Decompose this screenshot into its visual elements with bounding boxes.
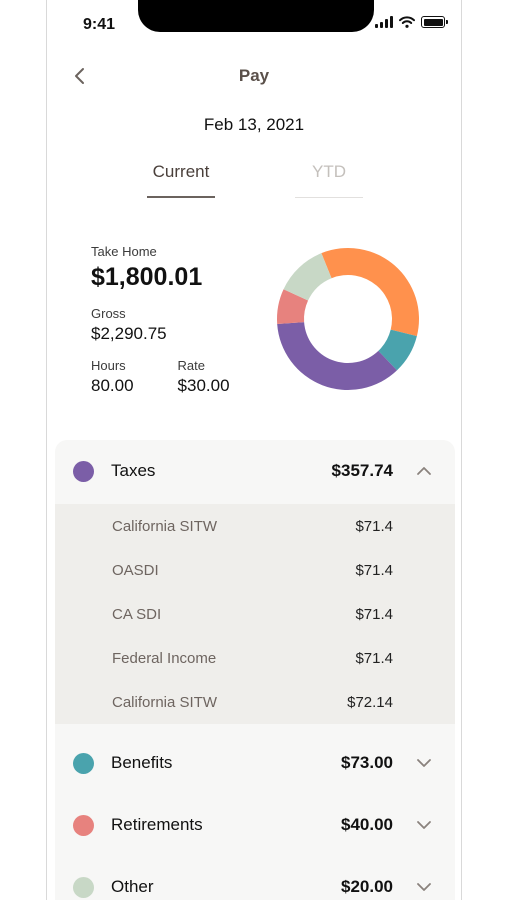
line-item-label: Federal Income <box>112 649 217 667</box>
donut-slice-3 <box>277 289 309 324</box>
expand-toggle[interactable] <box>413 460 435 482</box>
line-item-label: California SITW <box>112 517 218 535</box>
rate-group: Rate $30.00 <box>178 358 230 396</box>
line-item-label: CA SDI <box>112 605 162 623</box>
hours-label: Hours <box>91 358 126 373</box>
line-item-amount: $72.14 <box>347 693 393 711</box>
deductions-donut-chart <box>277 248 419 390</box>
category-row-other[interactable]: Other $20.00 <box>55 856 455 900</box>
hours-value: 80.00 <box>91 376 134 395</box>
line-item-row: Federal Income $71.4 <box>55 636 455 680</box>
category-row-retirements[interactable]: Retirements $40.00 <box>55 794 455 856</box>
line-item-amount: $71.4 <box>355 561 393 579</box>
deductions-breakdown: Taxes $357.74 California SITW $71.4 OASDI $71… <box>55 440 455 900</box>
line-item-label: OASDI <box>112 561 159 579</box>
category-label: Benefits <box>111 753 173 772</box>
donut-slice-2 <box>277 322 397 390</box>
line-item-amount: $71.4 <box>355 517 393 535</box>
period-tabs: Current YTD <box>147 162 363 198</box>
category-amount: $357.74 <box>331 461 393 480</box>
back-button[interactable] <box>67 64 91 88</box>
chevron-down-icon <box>417 821 431 829</box>
line-item-amount: $71.4 <box>355 649 393 667</box>
category-amount: $20.00 <box>341 877 393 896</box>
rate-value: $30.00 <box>177 376 230 395</box>
category-amount: $73.00 <box>341 753 393 772</box>
gross-value: $2,290.75 <box>91 324 167 343</box>
category-label: Other <box>111 877 154 896</box>
tab-ytd[interactable]: YTD <box>295 162 363 198</box>
donut-slice-1 <box>378 329 417 371</box>
chevron-down-icon <box>417 759 431 767</box>
category-label: Taxes <box>111 461 156 480</box>
hours-rate-row: Hours 80.00 Rate $30.00 <box>91 358 230 396</box>
category-color-dot <box>73 752 94 774</box>
hours-group: Hours 80.00 <box>91 358 134 396</box>
line-item-row: CA SDI $71.4 <box>55 592 455 636</box>
tab-current[interactable]: Current <box>147 162 215 198</box>
line-item-row: California SITW $72.14 <box>55 680 455 724</box>
category-color-dot <box>73 876 94 898</box>
category-row-benefits[interactable]: Benefits $73.00 <box>55 732 455 794</box>
expand-toggle[interactable] <box>413 876 435 898</box>
chevron-left-icon <box>75 68 84 84</box>
category-color-dot <box>73 814 94 836</box>
donut-slice-4 <box>283 253 332 301</box>
gross-label: Gross <box>91 306 126 321</box>
category-row-taxes[interactable]: Taxes $357.74 <box>55 440 455 502</box>
page-title: Pay <box>238 66 270 85</box>
category-label: Retirements <box>111 815 203 834</box>
status-icons <box>375 16 448 28</box>
phone-screen: 9:41 Pay Feb 13, 2021 Current YTD Take H… <box>46 0 462 900</box>
pay-summary: Take Home $1,800.01 Gross $2,290.75 Hour… <box>91 244 230 396</box>
take-home-label: Take Home <box>91 244 157 259</box>
donut-slice-0 <box>321 248 419 337</box>
category-detail-panel: California SITW $71.4 OASDI $71.4 CA SDI $71.… <box>55 504 455 724</box>
pay-date: Feb 13, 2021 <box>203 115 305 134</box>
wifi-icon <box>399 16 415 28</box>
device-notch <box>138 0 374 32</box>
line-item-row: California SITW $71.4 <box>55 504 455 548</box>
category-amount: $40.00 <box>341 815 393 834</box>
take-home-value: $1,800.01 <box>91 263 203 291</box>
cellular-signal-icon <box>375 16 393 28</box>
battery-icon <box>421 16 448 28</box>
expand-toggle[interactable] <box>413 752 435 774</box>
expand-toggle[interactable] <box>413 814 435 836</box>
line-item-label: California SITW <box>112 693 218 711</box>
line-item-amount: $71.4 <box>355 605 393 623</box>
status-time: 9:41 <box>83 16 116 33</box>
rate-label: Rate <box>177 358 206 373</box>
chevron-down-icon <box>417 883 431 891</box>
category-color-dot <box>73 460 94 482</box>
chevron-up-icon <box>417 467 431 475</box>
line-item-row: OASDI $71.4 <box>55 548 455 592</box>
